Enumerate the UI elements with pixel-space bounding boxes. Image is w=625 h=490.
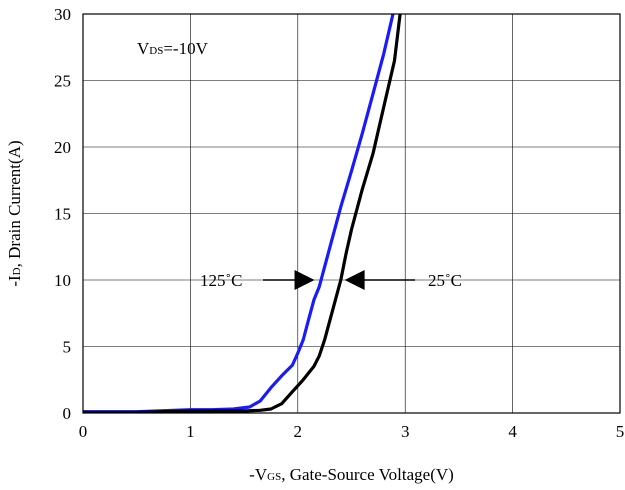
series-layer	[83, 14, 402, 413]
y-tick-label: 10	[54, 271, 71, 290]
series-line-25c	[83, 14, 402, 413]
y-tick-label: 15	[54, 205, 71, 224]
x-tick-label: 5	[616, 422, 625, 441]
plot-frame	[82, 13, 621, 414]
y-axis-ticks: 0 5 10 15 20 25 30	[54, 5, 71, 423]
annotation-125c-label: 125˚C	[200, 271, 243, 290]
annotation-25c-label: 25˚C	[428, 271, 462, 290]
annotation-25c-arrowhead	[344, 270, 365, 290]
x-axis-title: -VGS, Gate-Source Voltage(V)	[249, 465, 454, 484]
x-tick-label: 3	[401, 422, 410, 441]
y-tick-label: 30	[54, 5, 71, 24]
series-line-125c	[83, 14, 395, 413]
x-tick-label: 0	[79, 422, 88, 441]
y-tick-label: 5	[63, 338, 72, 357]
x-axis-ticks: 0 1 2 3 4 5	[79, 422, 625, 441]
annotation-125c-arrowhead	[294, 270, 315, 290]
annotations: 125˚C 25˚C	[200, 270, 462, 290]
x-tick-label: 1	[186, 422, 195, 441]
x-tick-label: 2	[294, 422, 303, 441]
y-tick-label: 0	[63, 404, 72, 423]
x-tick-label: 4	[508, 422, 517, 441]
y-axis-title: -ID, Drain Current(A)	[5, 140, 24, 286]
y-tick-label: 25	[54, 72, 71, 91]
grid	[82, 13, 621, 414]
y-tick-label: 20	[54, 138, 71, 157]
condition-label: VDS=-10V	[137, 39, 209, 58]
